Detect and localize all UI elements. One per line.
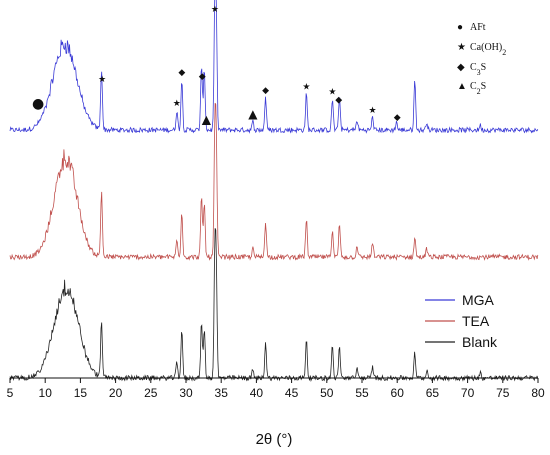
x-tick-label: 35 [215, 386, 229, 400]
legend-label-tea: TEA [462, 313, 490, 329]
x-tick-label: 25 [144, 386, 158, 400]
series-legend: MGA TEA Blank [425, 292, 498, 350]
x-tick-label: 55 [355, 386, 369, 400]
x-axis-label: 2θ (°) [256, 431, 293, 448]
series-line-tea [9, 102, 539, 261]
phase-legend-aft-symbol: ● [457, 22, 463, 33]
legend-label-blank: Blank [462, 334, 498, 350]
phase-marker-diamond: ◆ [199, 72, 206, 82]
phase-legend: ● AFt ★ Ca(OH)2 ◆ C3S ▲ C2S [457, 22, 506, 96]
series-line-mga [9, 0, 539, 134]
phase-marker-diamond: ◆ [394, 113, 401, 123]
phase-legend-c2s-label: C2S [470, 81, 486, 96]
phase-legend-ch-label: Ca(OH)2 [470, 42, 506, 57]
phase-legend-c3s-label: C3S [470, 62, 486, 77]
phase-marker-triangle: ▲ [202, 112, 212, 126]
phase-marker-star: ★ [369, 106, 377, 116]
phase-marker-diamond: ◆ [178, 68, 185, 78]
x-tick-label: 70 [461, 386, 475, 400]
legend-label-mga: MGA [462, 292, 495, 308]
phase-legend-c2s-symbol: ▲ [457, 81, 467, 92]
phase-legend-c3s-symbol: ◆ [457, 62, 465, 73]
x-tick-label: 50 [320, 386, 334, 400]
x-tick-label: 75 [496, 386, 510, 400]
phase-marker-star: ★ [328, 88, 336, 98]
phase-marker-diamond: ◆ [335, 96, 342, 106]
x-tick-label: 45 [285, 386, 299, 400]
x-axis: 5 10 15 20 25 30 35 40 45 50 55 60 65 70 75 80 [7, 377, 545, 400]
phase-marker-diamond: ◆ [262, 86, 269, 96]
phase-marker-circle: ● [32, 96, 44, 112]
x-tick-label: 10 [39, 386, 53, 400]
x-tick-label: 40 [250, 386, 264, 400]
series-layer [9, 0, 539, 383]
phase-legend-aft-label: AFt [470, 22, 486, 33]
x-tick-label: 80 [531, 386, 545, 400]
phase-marker-star: ★ [211, 5, 219, 15]
phase-marker-star: ★ [302, 83, 310, 93]
phase-marker-star: ★ [173, 99, 181, 109]
phase-annotation-layer: ●★★◆ ◆▲★▲◆ ★ ★◆★◆ [32, 5, 401, 126]
phase-marker-triangle: ▲ [248, 107, 258, 121]
x-tick-label: 60 [391, 386, 405, 400]
x-tick-label: 15 [74, 386, 88, 400]
x-tick-label: 20 [109, 386, 123, 400]
x-tick-label: 5 [7, 386, 14, 400]
x-tick-label: 30 [179, 386, 193, 400]
x-tick-label: 65 [426, 386, 440, 400]
phase-legend-ch-symbol: ★ [457, 42, 466, 53]
phase-marker-star: ★ [98, 75, 106, 85]
series-line-blank [9, 228, 539, 383]
